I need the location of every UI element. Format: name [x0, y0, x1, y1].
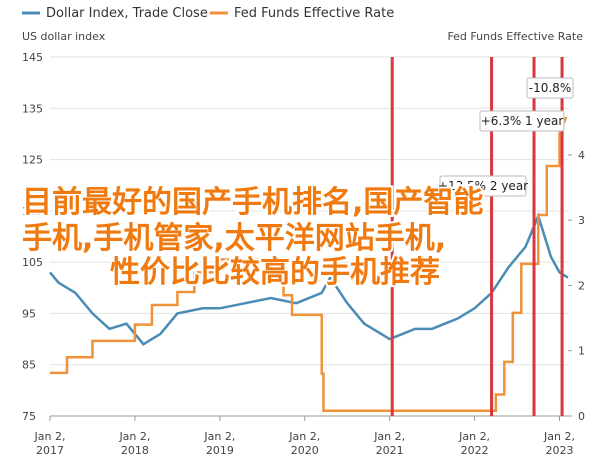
- y-tick-label: 85: [22, 359, 36, 372]
- y-tick-label: 75: [22, 410, 36, 423]
- series-line: [50, 116, 568, 413]
- x-tick-label: Jan 2, 2023: [543, 430, 575, 457]
- annotation-box: [439, 175, 527, 197]
- y-tick-label: 105: [22, 256, 43, 269]
- series-line: [49, 212, 569, 346]
- x-tick-label: Jan 2, 2020: [288, 430, 320, 457]
- annotation: +13.5% 2 year: [438, 179, 528, 193]
- y-tick-label: 95: [22, 307, 36, 320]
- annotation: -10.8%: [529, 81, 571, 95]
- y2-tick-label: 3: [578, 214, 585, 227]
- y-axis-label: US dollar index: [22, 30, 106, 43]
- annotation: +6.3% 1 year: [481, 114, 564, 128]
- legend-label: Fed Funds Effective Rate: [234, 6, 394, 21]
- annotation-box: [479, 110, 565, 132]
- annotation-box: [526, 77, 574, 99]
- x-tick-label: Jan 2, 2018: [118, 430, 150, 457]
- y2-tick-label: 4: [578, 149, 585, 162]
- overlay-text: 性价比比较高的手机推荐: [110, 255, 440, 290]
- overlay-text: 手机,手机管家,太平洋网站手机,: [22, 221, 446, 256]
- y2-axis-label: Fed Funds Effective Rate: [447, 30, 583, 43]
- y-tick-label: 115: [22, 205, 43, 218]
- x-tick-label: Jan 2, 2021: [373, 430, 405, 457]
- y2-tick-label: 2: [578, 279, 585, 292]
- overlay-text: 目前最好的国产手机排名,国产智能: [22, 185, 483, 220]
- y2-tick-label: 1: [578, 345, 585, 358]
- y2-tick-label: 0: [578, 410, 585, 423]
- x-tick-label: Jan 2, 2019: [203, 430, 235, 457]
- x-tick-label: Jan 2, 2022: [458, 430, 490, 457]
- y-tick-label: 125: [22, 154, 43, 167]
- x-tick-label: Jan 2, 2017: [34, 430, 66, 457]
- y-tick-label: 145: [22, 51, 43, 64]
- y-tick-label: 135: [22, 102, 43, 115]
- legend-label: Dollar Index, Trade Close: [46, 6, 208, 21]
